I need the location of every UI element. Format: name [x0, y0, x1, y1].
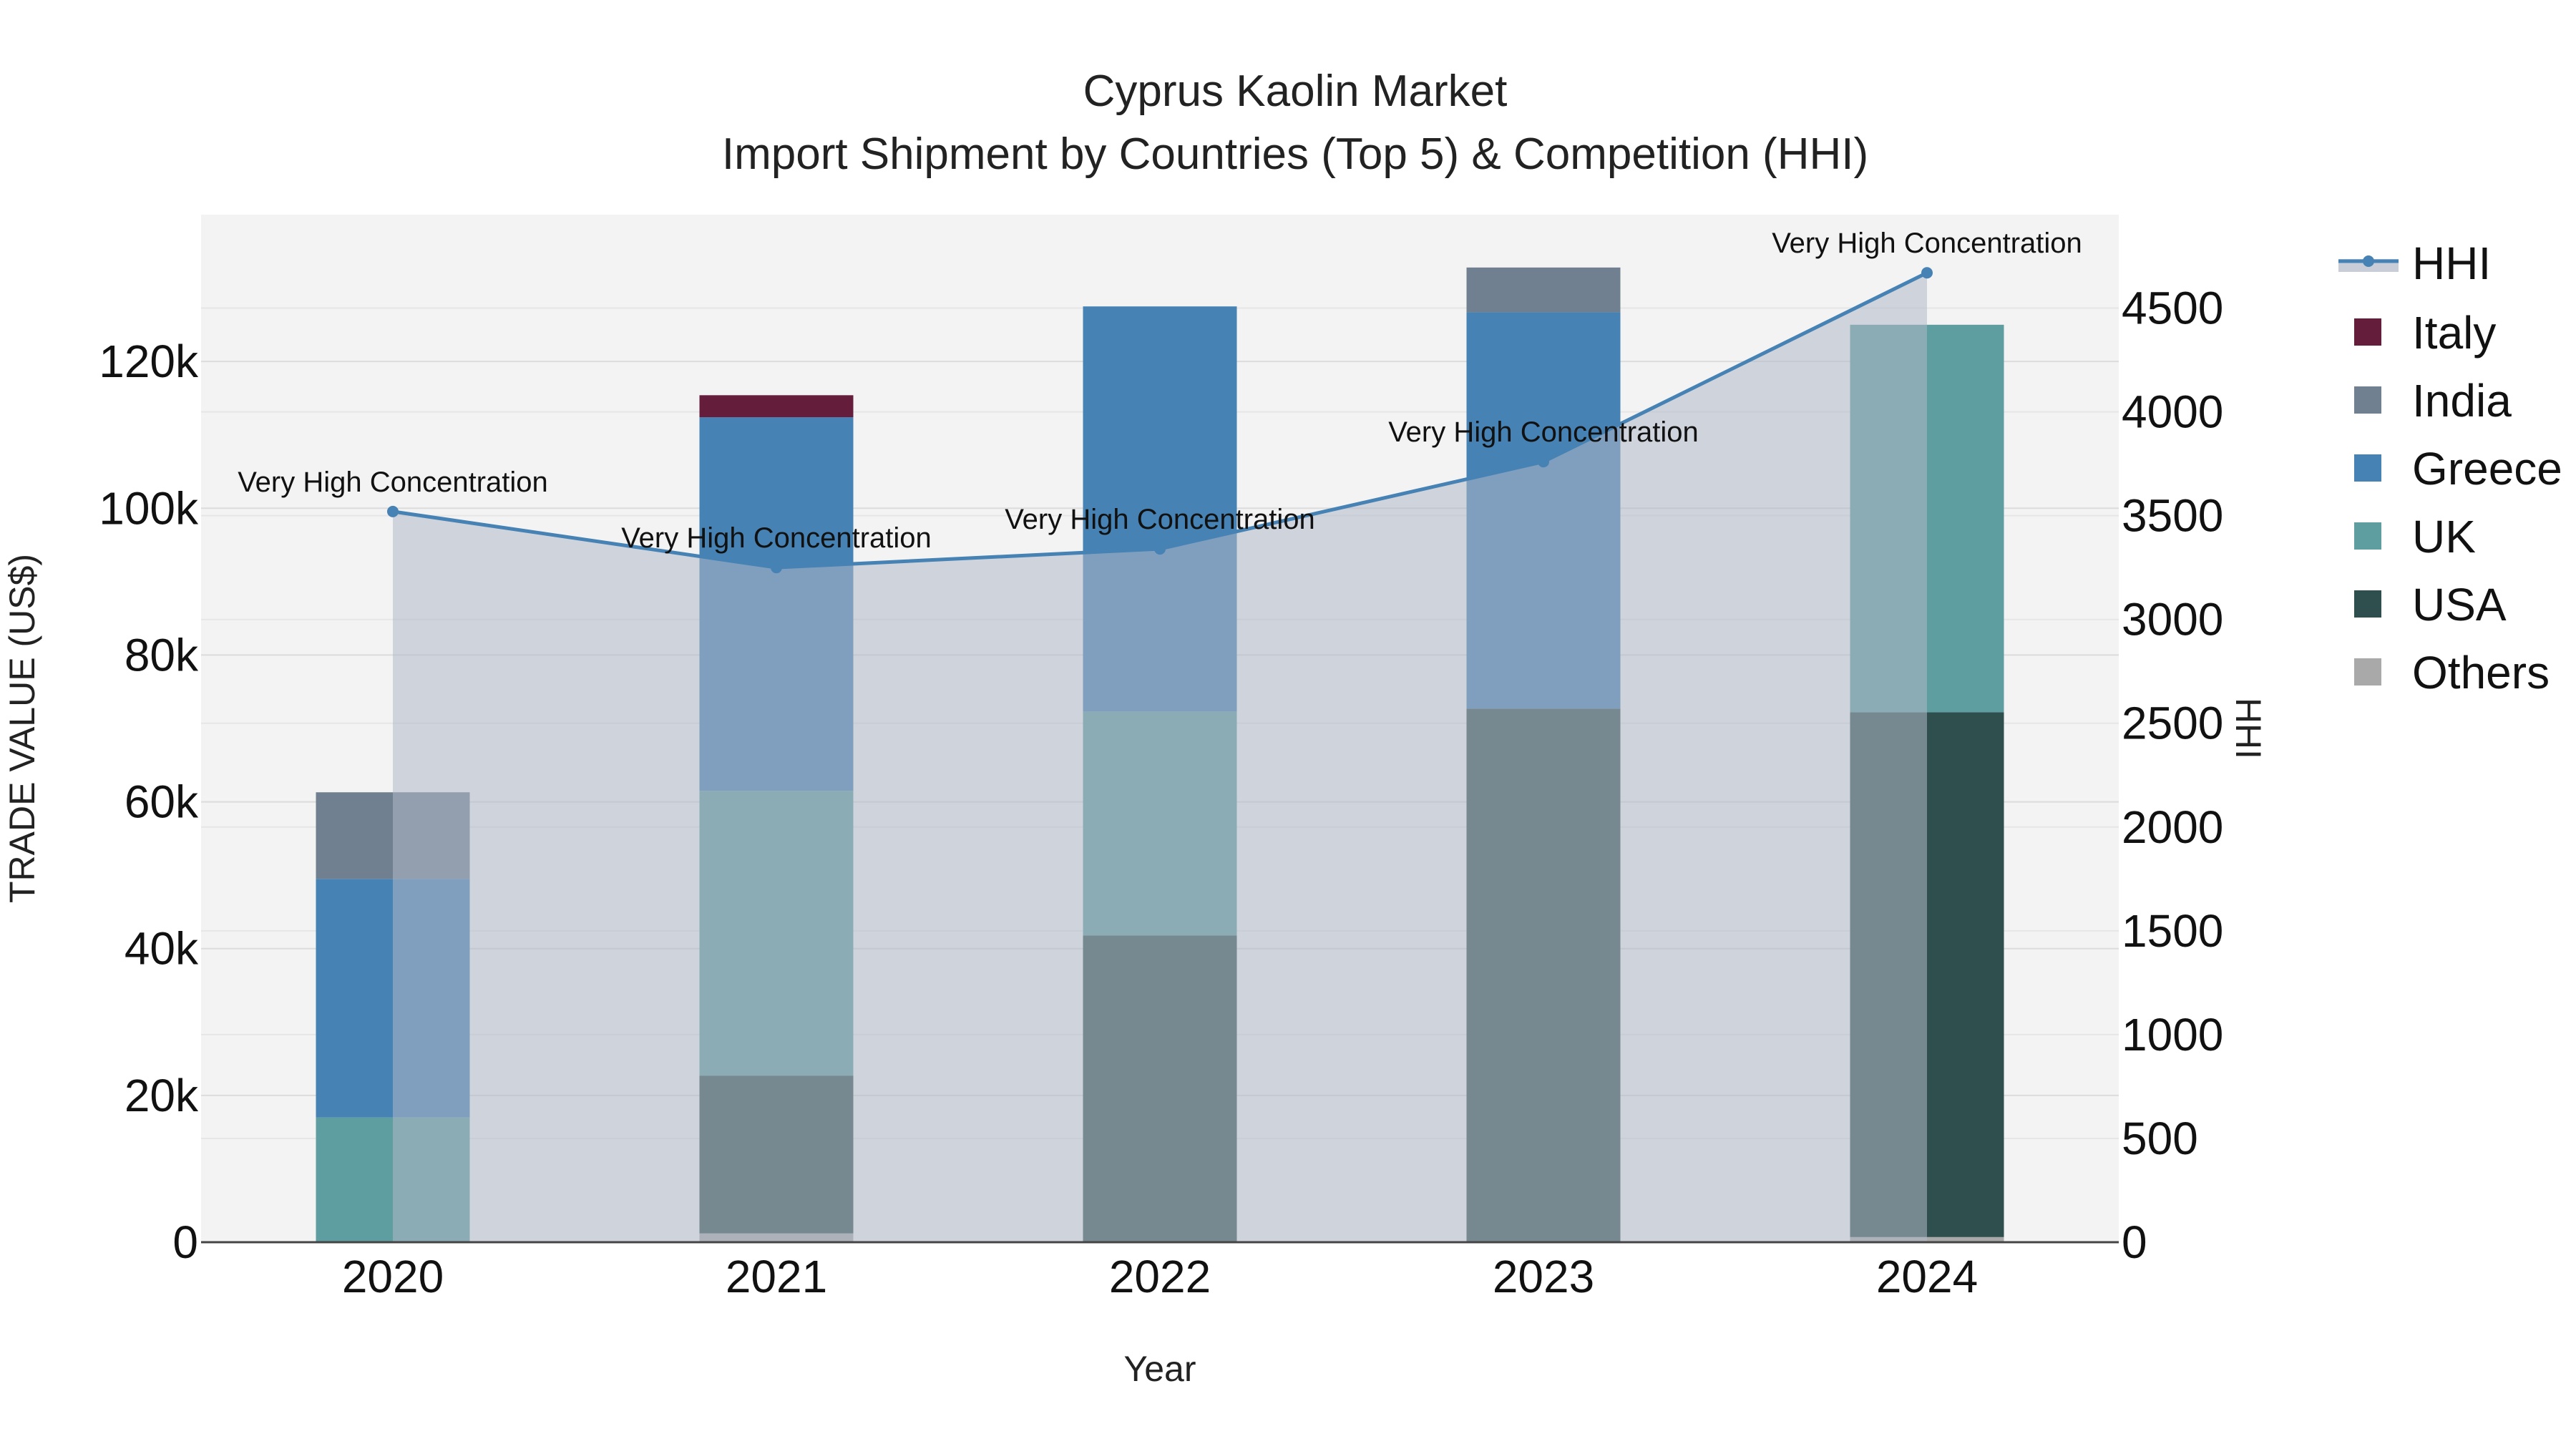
legend-label-italy: Italy [2412, 307, 2496, 358]
hhi-annotation: Very High Concentration [1772, 228, 2082, 259]
legend-label-greece: Greece [2412, 443, 2562, 494]
legend-label-hhi: HHI [2412, 238, 2491, 289]
y2-tick-label: 4000 [2122, 386, 2223, 438]
legend-hhi-marker [2363, 255, 2374, 267]
y-tick-label: 100k [99, 482, 199, 534]
legend-swatch-others [2354, 658, 2381, 686]
hhi-annotation: Very High Concentration [1005, 504, 1315, 535]
bar-india-2023 [1466, 267, 1621, 313]
bar-italy-2021 [699, 395, 854, 418]
hhi-area [393, 273, 1927, 1242]
x-tick-label: 2023 [1493, 1251, 1594, 1302]
y-tick-label: 40k [125, 923, 199, 975]
y-tick-label: 20k [125, 1070, 199, 1121]
hhi-line-layer [387, 267, 1933, 574]
x-tick-label: 2022 [1109, 1251, 1211, 1302]
y2-tick-label: 500 [2122, 1113, 2198, 1164]
hhi-point-2021 [771, 562, 782, 574]
y2-tick-label: 4500 [2122, 283, 2223, 334]
hhi-area-layer [393, 273, 1927, 1242]
y-axis-title: TRADE VALUE (US$) [2, 554, 42, 903]
x-tick-label: 2024 [1876, 1251, 1978, 1302]
hhi-annotation: Very High Concentration [238, 467, 548, 498]
legend-swatch-greece [2354, 454, 2381, 482]
y2-tick-label: 3000 [2122, 594, 2223, 645]
annotation-layer: Very High Concentration Very High Concent… [238, 228, 2082, 554]
legend-swatch-italy [2354, 318, 2381, 346]
legend-swatch-india [2354, 386, 2381, 414]
legend: HHI Italy India Greece UK USA Others [2338, 238, 2562, 698]
chart-title: Cyprus Kaolin Market [1083, 67, 1508, 116]
y-tick-label: 60k [125, 776, 199, 828]
legend-label-uk: UK [2412, 511, 2476, 562]
x-tick-label: 2021 [726, 1251, 827, 1302]
axis-layer: 0 20k 40k 60k 80k 100k 120k 0 500 1000 1500 2000 250… [99, 283, 2223, 1302]
y2-tick-label: 2000 [2122, 801, 2223, 853]
x-tick-label: 2020 [342, 1251, 444, 1302]
y2-tick-label: 2500 [2122, 698, 2223, 749]
hhi-point-2020 [387, 505, 399, 517]
hhi-annotation: Very High Concentration [621, 522, 932, 554]
hhi-point-2023 [1538, 456, 1549, 468]
y2-tick-label: 1000 [2122, 1009, 2223, 1060]
legend-label-others: Others [2412, 647, 2550, 698]
legend-swatch-usa [2354, 590, 2381, 618]
y2-tick-label: 1500 [2122, 905, 2223, 957]
y2-axis-title: HHI [2228, 698, 2268, 759]
hhi-point-2022 [1154, 543, 1166, 555]
legend-swatch-uk [2354, 522, 2381, 550]
chart-subtitle: Import Shipment by Countries (Top 5) & C… [722, 130, 1868, 179]
legend-label-usa: USA [2412, 579, 2507, 630]
y-tick-label: 120k [99, 336, 199, 387]
y-tick-label: 0 [172, 1216, 198, 1268]
hhi-point-2024 [1921, 267, 1933, 279]
y2-tick-label: 3500 [2122, 490, 2223, 542]
legend-label-india: India [2412, 375, 2512, 426]
y-tick-label: 80k [125, 629, 199, 680]
x-axis-title: Year [1123, 1349, 1196, 1389]
y2-tick-label: 0 [2122, 1216, 2147, 1268]
hhi-annotation: Very High Concentration [1388, 416, 1699, 448]
